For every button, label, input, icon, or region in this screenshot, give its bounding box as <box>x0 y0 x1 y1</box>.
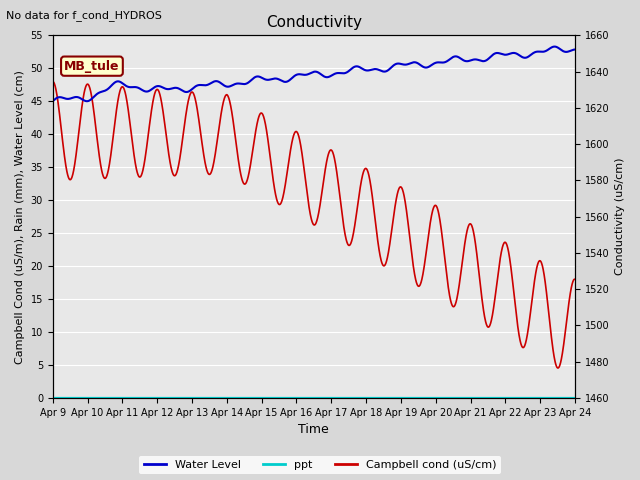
Title: Conductivity: Conductivity <box>266 15 362 30</box>
Text: No data for f_cond_HYDROS: No data for f_cond_HYDROS <box>6 10 163 21</box>
Y-axis label: Campbell Cond (uS/m), Rain (mm), Water Level (cm): Campbell Cond (uS/m), Rain (mm), Water L… <box>15 70 25 363</box>
X-axis label: Time: Time <box>298 423 329 436</box>
Legend: Water Level, ppt, Campbell cond (uS/cm): Water Level, ppt, Campbell cond (uS/cm) <box>140 456 500 474</box>
Y-axis label: Conductivity (uS/cm): Conductivity (uS/cm) <box>615 158 625 276</box>
Text: MB_tule: MB_tule <box>64 60 120 72</box>
